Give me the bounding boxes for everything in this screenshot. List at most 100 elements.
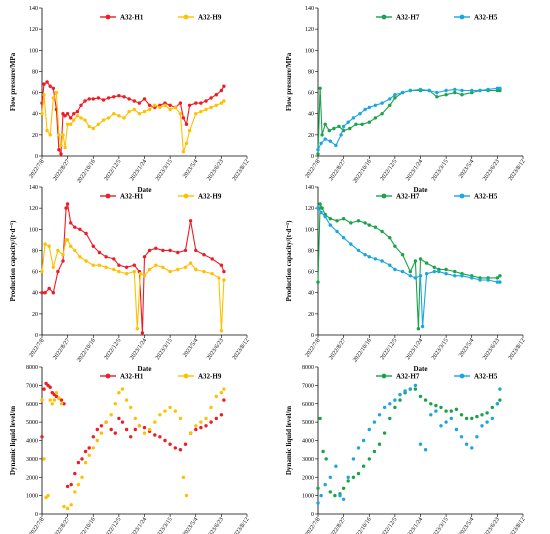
data-point	[380, 259, 384, 263]
data-point	[470, 276, 474, 280]
data-point	[137, 101, 142, 105]
x-tick-label: 2023/8/12	[232, 159, 251, 182]
data-point	[423, 398, 428, 402]
data-point	[91, 263, 96, 267]
data-point	[318, 416, 322, 421]
x-tick-label: 2022/8/27	[328, 159, 347, 182]
data-point	[84, 231, 88, 236]
data-point	[356, 248, 361, 253]
legend: A32-H7 A32-H5	[376, 14, 498, 22]
x-tick-label: 2023/8/12	[508, 159, 527, 182]
data-point	[454, 427, 459, 432]
y-tick-label: 8000	[26, 365, 38, 371]
y-axis-title: Production capacity/(t·d⁻¹)	[285, 220, 293, 302]
data-point	[393, 244, 397, 248]
data-point	[83, 118, 87, 122]
y-tick-label: 4000	[26, 439, 38, 445]
data-point	[444, 420, 448, 424]
data-point	[217, 276, 221, 280]
x-tick-label: 2023/5/4	[458, 159, 475, 180]
data-point	[117, 391, 121, 395]
legend-swatch-marker	[459, 193, 465, 199]
y-tick-label: 60	[32, 91, 38, 97]
y-tick-label: 120	[29, 206, 38, 212]
x-tick-label: 2023/5/4	[182, 517, 199, 534]
data-point	[498, 274, 502, 278]
data-point	[75, 114, 80, 118]
data-point	[178, 112, 183, 116]
data-point	[485, 420, 489, 424]
data-point	[59, 143, 63, 148]
data-point	[435, 90, 439, 95]
y-tick-label: 0	[311, 154, 314, 160]
data-point	[51, 265, 55, 269]
data-point	[356, 446, 361, 450]
data-point	[219, 263, 224, 267]
data-point	[341, 217, 346, 221]
data-point	[73, 471, 77, 476]
data-point	[120, 420, 125, 424]
data-point	[181, 116, 186, 120]
legend-label: A32-H5	[474, 373, 498, 381]
data-point	[69, 116, 73, 120]
data-point	[101, 118, 106, 122]
data-point	[69, 503, 73, 507]
y-tick-label: 100	[29, 227, 38, 233]
data-point	[83, 460, 88, 465]
data-point	[453, 269, 457, 274]
data-point	[351, 116, 356, 120]
data-point	[96, 122, 101, 127]
data-point	[341, 497, 346, 501]
data-point	[400, 90, 405, 95]
legend-label: A32-H1	[120, 14, 144, 22]
data-point	[348, 126, 352, 131]
data-point	[163, 409, 167, 413]
x-tick-label: 2022/10/16	[352, 517, 373, 534]
legend-swatch-marker	[183, 193, 189, 199]
y-tick-label: 0	[35, 333, 38, 339]
data-point	[398, 392, 402, 397]
data-point	[439, 405, 443, 410]
legend-swatch-marker	[381, 14, 387, 20]
data-point	[40, 291, 44, 295]
y-tick-label: 1000	[302, 494, 314, 500]
data-point	[91, 446, 96, 450]
data-point	[83, 449, 88, 454]
data-point	[69, 482, 73, 487]
data-point	[132, 269, 136, 274]
data-point	[129, 435, 133, 439]
data-point	[393, 398, 397, 402]
data-point	[51, 86, 55, 91]
chart-3: 0 20 40 60 80 100 120 140 2022/7/8 2022/8/27 2022/…	[9, 185, 251, 373]
series-line	[41, 239, 225, 331]
data-point	[127, 109, 131, 114]
x-tick-label: 2023/6/23	[482, 159, 501, 182]
x-tick-label: 2022/7/8	[304, 159, 321, 180]
x-tick-label: 2023/6/23	[482, 517, 501, 534]
data-point	[61, 253, 65, 257]
data-point	[133, 416, 137, 421]
data-point	[337, 124, 341, 129]
x-tick-label: 2023/1/24	[129, 159, 148, 182]
x-axis-title: Date	[414, 186, 428, 194]
data-point	[194, 424, 198, 428]
data-point	[80, 457, 84, 461]
data-point	[332, 126, 336, 131]
data-point	[40, 435, 44, 439]
x-tick-label: 2023/3/15	[431, 159, 450, 182]
series-A32-H1	[40, 80, 226, 157]
data-point	[161, 265, 165, 269]
data-point	[349, 221, 353, 225]
data-point	[153, 420, 157, 424]
data-point	[459, 435, 464, 439]
data-point	[393, 267, 397, 272]
x-tick-label: 2022/12/5	[104, 159, 123, 182]
x-tick-label: 2023/6/23	[206, 159, 225, 182]
data-point	[154, 246, 158, 250]
x-tick-label: 2022/8/27	[52, 338, 71, 361]
legend-swatch-marker	[183, 14, 189, 20]
data-point	[95, 438, 100, 443]
x-tick-label: 2023/8/12	[232, 517, 251, 534]
data-point	[222, 278, 226, 282]
x-tick-label: 2023/1/24	[405, 338, 424, 361]
